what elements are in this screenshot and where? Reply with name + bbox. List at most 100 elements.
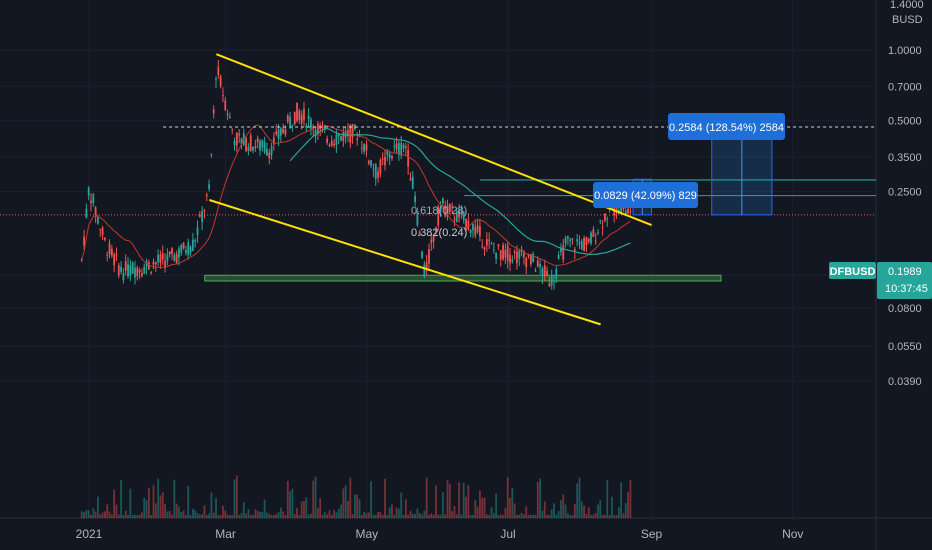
volume-bar [252,514,254,518]
candle-body [543,265,546,277]
volume-bar [423,510,426,518]
candle-body [432,235,435,242]
volume-bar [333,509,335,518]
candle-body [585,236,588,246]
candle-body [196,227,199,235]
volume-bar [483,497,486,518]
candle-body [143,266,146,274]
volume-bar [286,480,289,518]
candle-body [235,132,238,146]
moving-averages [81,124,631,268]
candle-body [266,148,268,156]
volume-bar [379,512,382,518]
candle-body [145,261,148,267]
volume-bar [103,511,106,518]
candle-body [222,95,224,97]
candle-body [458,210,460,218]
volume-bar [330,514,333,518]
volume-bar [377,511,379,518]
candle-body [594,240,597,242]
volume-bar [115,504,118,518]
volume-bar [180,512,183,518]
volume-bar [534,514,537,518]
volume-bar [474,499,477,518]
volume-bar [548,514,551,518]
volume-bar [462,483,465,518]
candle-body [300,114,303,124]
volume-bar [393,514,396,518]
candle-body [122,272,125,280]
candle-body [511,259,514,262]
volume-bar [340,504,342,518]
candle-body [627,208,629,214]
x-tick-label: Nov [782,527,803,541]
y-tick-label: 0.5000 [888,116,922,128]
candle-body [215,79,217,81]
candle-body [474,226,477,236]
candle-body [157,254,160,263]
candle-body [342,132,345,141]
x-tick-label: 2021 [76,527,103,541]
volume-bar [208,513,210,518]
candle-body [430,239,433,244]
candle-body [532,253,535,262]
volume-bar [578,477,581,518]
volume-bar [268,513,271,518]
candle-body [462,211,465,220]
volume-bar [108,511,111,518]
volume-bar [222,505,224,518]
candle-body [231,128,234,130]
volume-bar [194,510,197,518]
volume-bar [518,514,521,518]
candle-body [455,210,458,223]
volume-bar [451,511,454,518]
volume-bar [305,497,308,518]
channel-upper-line [215,53,652,226]
candle-body [566,236,569,239]
volume-bar [465,496,467,518]
volume-bar [150,514,153,518]
x-tick-label: May [355,527,378,541]
volume-bar [485,514,488,518]
volume-bar [97,496,99,518]
volume-bar [242,502,245,518]
volume-bar [266,512,268,518]
volume-bar [397,508,400,518]
candle-body [185,250,187,253]
candle-body [198,214,201,217]
volume-bar [388,507,391,518]
candle-body [506,245,509,262]
candle-body [539,264,542,268]
candle-body [562,245,565,260]
volume-bar [566,513,569,518]
candle-body [252,147,254,151]
volume-bar [314,476,317,518]
candle-body [293,111,296,125]
candle-body [414,195,416,203]
candle-body [374,163,377,179]
volume-bar [472,514,474,518]
volume-bar [409,510,412,518]
candle-body [120,266,122,273]
volume-bar [300,501,303,518]
candle-body [175,253,178,263]
candle-body [212,109,215,114]
volume-bar [261,512,264,518]
candle-body [259,140,261,151]
candle-body [233,140,236,146]
candle-body [518,250,521,259]
candle-body [391,155,393,159]
volume-bar [610,496,613,518]
volume-bar [219,514,222,518]
volume-bar [289,491,291,518]
y-tick-label: 0.0390 [888,376,922,388]
candle-body [314,129,317,137]
volume-bar [587,507,590,518]
volume-bar [279,507,282,518]
candle-body [356,138,359,140]
volume-bar [328,510,331,518]
candle-body [136,267,139,277]
candle-body [578,242,581,244]
volume-bar [499,514,502,518]
